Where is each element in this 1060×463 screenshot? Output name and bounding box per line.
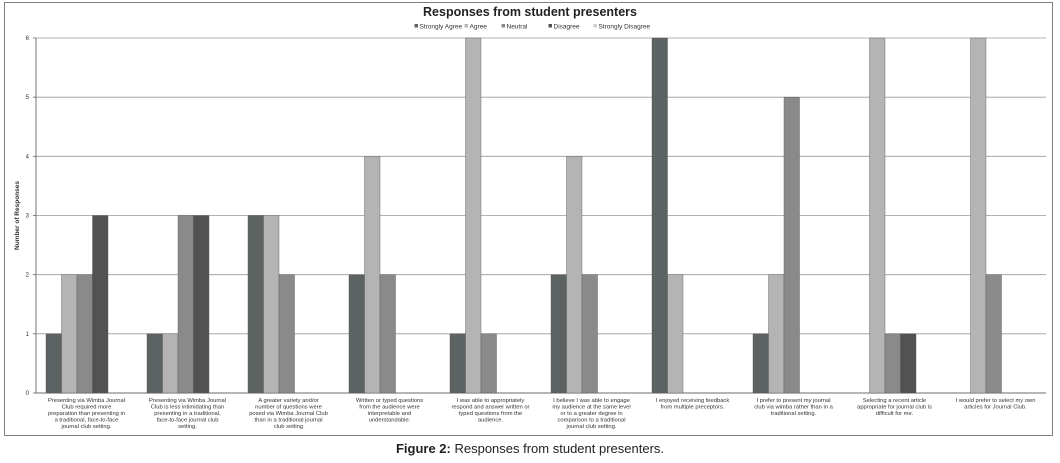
bar-cat5-neutral [480,333,497,394]
bar-cat9-neutral [884,333,901,394]
y-tick-label-6: 6 [26,36,30,42]
x-category-label-1: Presenting via Wimba Journal [48,398,125,404]
bar-cat5-agree [465,37,482,394]
x-category-label-9: difficult for me. [876,411,914,417]
bar-cat9-agree [869,37,886,394]
x-category-label-2: face-to-face journal club [157,418,219,424]
bar-cat7-strongly-agree [651,37,668,394]
caption-text: Responses from student presenters. [450,441,665,456]
y-tick-label-1: 1 [26,332,30,338]
bar-cat8-strongly-agree [752,333,769,394]
bar-cat1-agree [61,274,78,394]
bar-cat2-neutral [177,215,194,394]
x-category-label-5: I was able to appropriately [457,398,525,404]
x-category-label-3: club setting [274,424,303,430]
legend-swatch-strongly-disagree [593,24,597,28]
y-tick-label-0: 0 [26,391,30,397]
x-category-label-9: Selecting a recent article [863,398,926,404]
legend-label-strongly-agree: Strongly Agree [420,24,463,31]
bar-cat4-strongly-agree [348,274,365,394]
chart-title: Responses from student presenters [423,5,637,19]
legend-label-agree: Agree [470,24,488,31]
y-tick-label-2: 2 [26,273,30,279]
bar-cat4-neutral [379,274,396,394]
x-category-label-2: Presenting via Wimba Journal [149,398,226,404]
bar-cat8-agree [768,274,785,394]
figure-caption: Figure 2: Responses from student present… [0,441,1060,456]
x-category-label-6: comparison to a traditional [558,418,626,424]
x-category-label-2: Club is less intimidating than [151,405,224,411]
x-category-label-9: appropriate for journal club is [857,405,932,411]
x-category-label-3: A greater variety and/or [258,398,318,404]
x-category-label-1: journal club setting. [61,424,112,430]
bar-cat2-disagree [193,215,210,394]
legend-swatch-disagree [548,24,552,28]
x-category-label-2: presenting in a traditional, [154,411,221,417]
x-category-label-3: than in a traditional journal [255,418,323,424]
bar-cat2-agree [162,333,179,394]
bar-cat4-agree [364,156,381,394]
x-category-label-1: Club required more [62,405,112,411]
x-category-label-7: from multiple preceptors. [661,405,725,411]
y-tick-label-5: 5 [26,95,30,101]
bar-cat5-strongly-agree [449,333,466,394]
legend-swatch-strongly-agree [414,24,418,28]
x-category-label-6: or to a greater degree in [560,411,622,417]
bar-cat10-agree [970,37,987,394]
x-category-label-8: traditional setting. [771,411,817,417]
caption-label: Figure 2: [395,441,451,456]
bar-cat2-strongly-agree [146,333,163,394]
y-tick-label-3: 3 [26,214,30,220]
bar-cat8-neutral [783,96,800,394]
x-category-label-6: I believe I was able to engage [553,398,630,404]
x-category-label-1: a traditional, face-to-face [55,418,119,424]
x-category-label-10: articles for Journal Club. [964,405,1027,411]
bar-cat7-agree [667,274,684,394]
x-category-label-4: understandable. [369,418,411,424]
legend-label-strongly-disagree: Strongly Disagree [599,24,651,31]
x-category-label-5: audience. [478,418,504,424]
legend-swatch-agree [464,24,468,28]
x-category-label-2: setting. [178,424,197,430]
bar-cat1-strongly-agree [45,333,62,394]
legend-swatch-neutral [501,24,505,28]
x-category-label-5: typed questions from the [459,411,522,417]
bar-cat9-disagree [900,333,917,394]
x-category-label-4: from the audience were [359,405,420,411]
bar-cat3-neutral [278,274,295,394]
bar-cat10-neutral [985,274,1002,394]
bar-cat6-agree [566,156,583,394]
x-category-label-6: my audience at the same level [552,405,630,411]
y-axis-label: Number of Responses [14,181,21,250]
x-category-label-5: respond and answer written or [452,405,530,411]
bar-cat6-strongly-agree [550,274,567,394]
x-category-label-4: interpretable and [368,411,412,417]
legend-label-disagree: Disagree [554,24,580,31]
legend-label-neutral: Neutral [507,24,529,31]
bar-cat1-disagree [92,215,109,394]
x-category-label-6: journal club setting. [566,424,617,430]
x-category-label-4: Written or typed questions [356,398,423,404]
bar-cat3-strongly-agree [247,215,264,394]
bar-cat6-neutral [581,274,598,394]
x-category-label-3: number of questions were [255,405,322,411]
x-category-label-8: club via wimba rather than in a [754,405,833,411]
bar-chart: Responses from student presenters Strongl… [14,5,1046,430]
x-category-label-3: posed via Wimba Journal Club [249,411,328,417]
x-category-label-8: I prefer to present my journal [756,398,830,404]
x-category-label-7: I enjoyed receiving feedback [656,398,730,404]
x-category-label-1: preparation than presenting in [48,411,125,417]
bar-cat1-neutral [76,274,93,394]
y-tick-label-4: 4 [26,154,30,160]
x-category-label-10: I would prefer to select my own [956,398,1036,404]
bar-cat3-agree [263,215,280,394]
